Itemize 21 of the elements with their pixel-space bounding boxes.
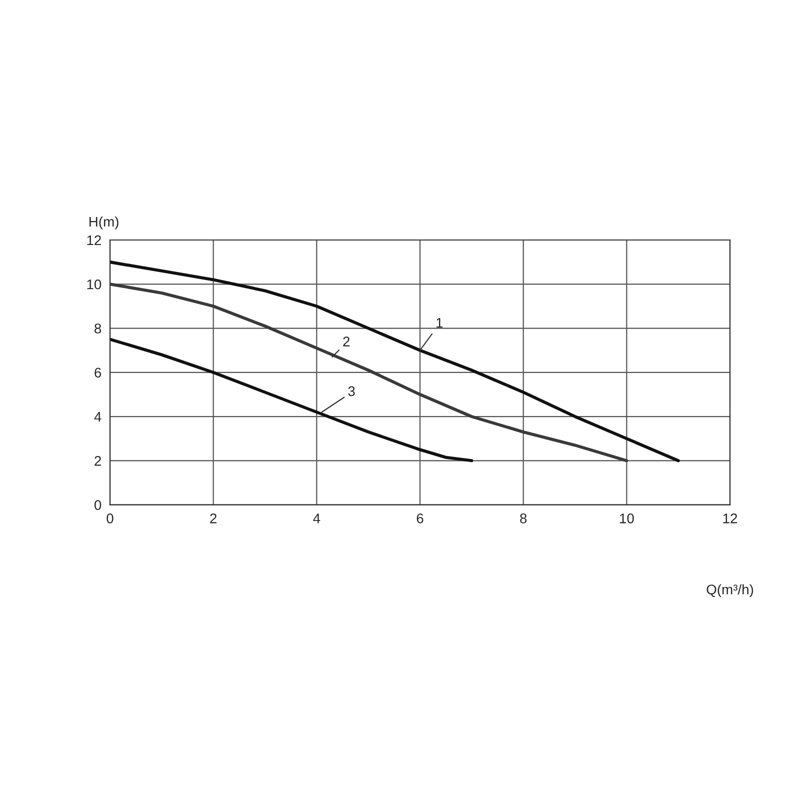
x-tick-label: 4 <box>313 514 320 524</box>
y-tick-label: 10 <box>87 279 102 290</box>
line-series <box>110 338 474 462</box>
x-tick-label: 10 <box>620 514 634 524</box>
annotation: 1 <box>436 318 443 328</box>
x-tick-label: 12 <box>723 514 738 524</box>
annotation: 3 <box>348 386 355 396</box>
y-tick-label: 4 <box>94 412 102 422</box>
y-tick-label: 2 <box>94 456 101 466</box>
x-tick-label: 6 <box>416 514 424 524</box>
x-tick-label: 8 <box>520 514 527 524</box>
annotation: 2 <box>343 336 350 346</box>
y-tick-label: 0 <box>94 500 102 510</box>
y-tick-label: 12 <box>87 235 101 246</box>
y-tick-label: 8 <box>94 324 102 334</box>
x-tick-label: 0 <box>106 514 114 524</box>
x-tick-label: 2 <box>210 514 216 524</box>
line-series <box>110 260 680 462</box>
y-axis-title: H(m) <box>90 216 118 230</box>
y-tick-label: 6 <box>94 368 102 378</box>
x-axis-title: Q(m³/h) <box>706 584 754 598</box>
